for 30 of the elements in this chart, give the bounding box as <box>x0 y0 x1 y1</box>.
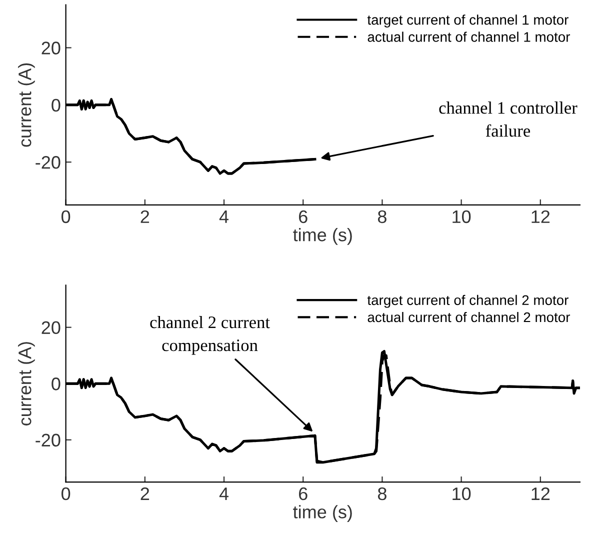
x-tick-label: 10 <box>452 210 471 224</box>
x-tick-label: 4 <box>219 210 229 223</box>
x-tick-label: 4 <box>219 488 229 500</box>
x-axis-title: time (s) <box>293 228 352 245</box>
y-tick-label: 0 <box>52 378 60 390</box>
x-tick-label: 6 <box>299 487 308 500</box>
x-tick-label: 2 <box>140 210 150 223</box>
x-tick-label: 0 <box>62 487 70 500</box>
legend-label: actual current of channel 1 motor <box>368 32 570 42</box>
annotation: channel 2 current compensation <box>150 316 270 355</box>
y-tick-label: 20 <box>42 321 60 334</box>
y-tick-label: -20 <box>36 434 60 447</box>
x-tick-label: 6 <box>299 210 308 224</box>
x-tick-label: 8 <box>378 210 386 224</box>
legend-label: target current of channel 1 motor <box>367 14 568 28</box>
x-tick-label: 2 <box>140 487 150 500</box>
y-tick-label: 20 <box>42 42 60 54</box>
legend-label: actual current of channel 2 motor <box>368 312 570 322</box>
y-tick-label: 0 <box>52 98 60 112</box>
annotation: channel 1 controller failure <box>439 102 578 137</box>
y-axis-title: current (A) <box>18 342 35 426</box>
x-tick-label: 10 <box>452 487 471 500</box>
x-tick-label: 0 <box>62 210 70 224</box>
x-axis-title: time (s) <box>293 505 352 522</box>
y-axis-title: current (A) <box>18 63 35 147</box>
y-tick-label: -20 <box>36 156 60 169</box>
x-tick-label: 12 <box>532 210 550 223</box>
x-tick-label: 8 <box>378 487 386 500</box>
x-tick-label: 12 <box>532 487 550 500</box>
legend-label: target current of channel 2 motor <box>367 294 568 308</box>
